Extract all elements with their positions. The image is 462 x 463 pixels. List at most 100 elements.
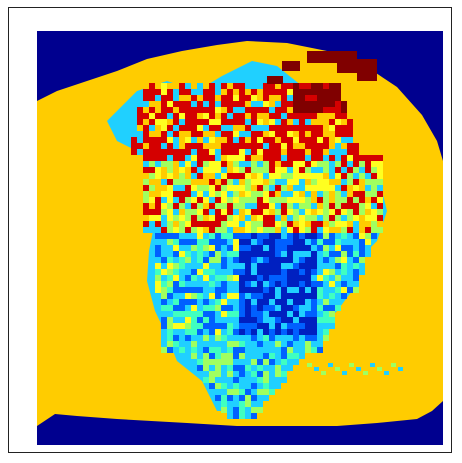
map-cell: [323, 275, 329, 281]
map-cell: [251, 353, 257, 359]
map-cell: [149, 191, 155, 197]
map-cell: [311, 119, 317, 125]
map-cell: [293, 173, 299, 179]
map-cell: [245, 305, 251, 311]
map-cell: [263, 167, 269, 173]
map-cell: [227, 143, 233, 149]
map-cell: [233, 83, 239, 89]
map-cell: [149, 83, 155, 89]
map-cell: [287, 173, 293, 179]
map-cell: [305, 257, 311, 263]
map-cell: [317, 281, 323, 287]
map-cell: [251, 413, 257, 419]
map-cell: [293, 347, 299, 353]
map-cell: [221, 371, 227, 377]
map-cell: [245, 275, 251, 281]
map-cell: [191, 137, 197, 143]
map-cell: [203, 119, 209, 125]
map-cell: [239, 191, 245, 197]
map-cell: [239, 281, 245, 287]
map-cell: [365, 191, 371, 197]
map-cell: [167, 275, 173, 281]
map-cell: [245, 353, 251, 359]
map-cell: [239, 149, 245, 155]
map-cell: [299, 347, 305, 353]
map-cell: [245, 89, 251, 95]
map-cell: [245, 377, 251, 383]
map-cell: [239, 275, 245, 281]
map-cell: [173, 143, 179, 149]
map-cell: [359, 239, 365, 245]
map-cell: [149, 209, 155, 215]
map-cell: [233, 401, 239, 407]
map-cell: [317, 215, 323, 221]
map-cell: [275, 143, 281, 149]
map-cell: [335, 149, 341, 155]
map-cell: [233, 407, 239, 413]
map-cell: [185, 209, 191, 215]
map-cell: [245, 149, 251, 155]
map-cell: [305, 239, 311, 245]
map-cell: [335, 233, 341, 239]
map-cell: [245, 383, 251, 389]
map-cell: [281, 245, 287, 251]
map-cell: [323, 317, 329, 323]
map-cell: [257, 371, 263, 377]
map-cell: [281, 95, 287, 101]
map-cell: [269, 155, 275, 161]
map-cell: [215, 197, 221, 203]
map-cell: [239, 137, 245, 143]
map-cell: [173, 347, 179, 353]
map-cell: [305, 293, 311, 299]
map-cell: [317, 239, 323, 245]
map-cell: [155, 233, 161, 239]
map-cell: [287, 155, 293, 161]
map-cell: [251, 341, 257, 347]
map-cell: [293, 125, 299, 131]
map-cell: [143, 101, 149, 107]
map-cell: [263, 269, 269, 275]
map-cell: [155, 149, 161, 155]
map-cell: [245, 287, 251, 293]
map-cell: [155, 227, 161, 233]
map-cell: [311, 221, 317, 227]
map-cell: [203, 149, 209, 155]
map-cell: [335, 173, 341, 179]
map-cell: [209, 203, 215, 209]
map-cell: [203, 191, 209, 197]
map-cell: [185, 257, 191, 263]
map-cell: [371, 167, 377, 173]
map-cell: [311, 149, 317, 155]
map-cell: [155, 83, 161, 89]
map-cell: [305, 191, 311, 197]
map-cell: [221, 167, 227, 173]
map-cell: [257, 401, 263, 407]
map-cell: [221, 191, 227, 197]
map-cell: [179, 329, 185, 335]
map-cell: [167, 335, 173, 341]
map-cell: [251, 137, 257, 143]
map-cell: [215, 347, 221, 353]
map-cell: [221, 251, 227, 257]
map-cell: [239, 269, 245, 275]
map-cell: [143, 83, 149, 89]
map-cell: [257, 365, 263, 371]
map-cell: [347, 149, 353, 155]
map-cell: [221, 269, 227, 275]
map-cell: [317, 209, 323, 215]
map-cell: [233, 155, 239, 161]
map-cell: [353, 287, 359, 293]
map-cell: [281, 113, 287, 119]
map-cell: [227, 125, 233, 131]
map-cell: [155, 89, 161, 95]
map-cell: [173, 287, 179, 293]
map-cell: [191, 299, 197, 305]
map-cell: [149, 203, 155, 209]
map-cell: [329, 125, 335, 131]
map-cell: [233, 185, 239, 191]
map-cell: [167, 263, 173, 269]
arctic-island: [337, 59, 377, 73]
map-cell: [161, 125, 167, 131]
map-cell: [323, 251, 329, 257]
map-cell: [131, 143, 137, 149]
